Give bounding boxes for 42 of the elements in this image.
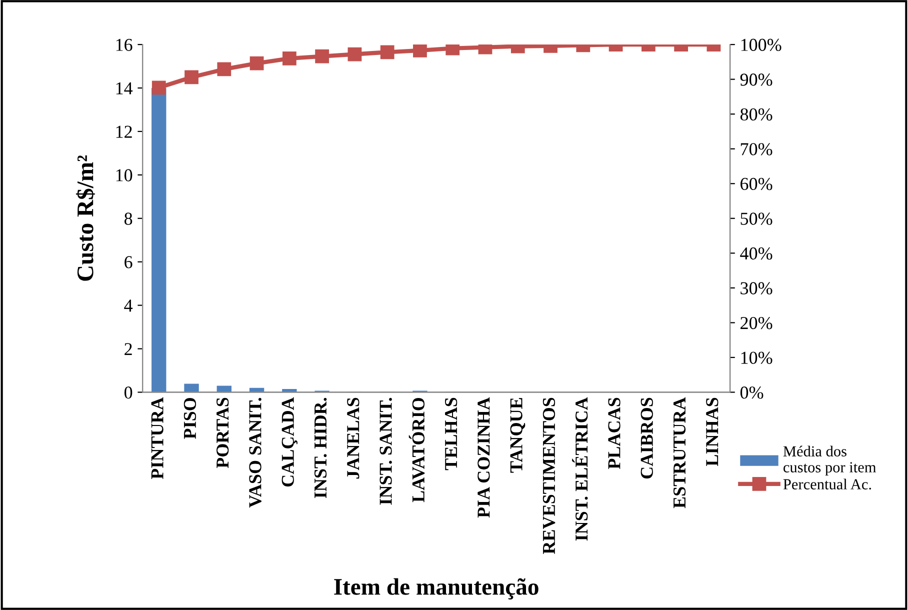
y-axis-title: Custo R$/m² (76, 155, 95, 281)
x-tick-label: PINTURA (151, 397, 164, 480)
x-tick-label: TELHAS (445, 398, 458, 470)
y-tick-label: 14 (116, 82, 133, 94)
x-tick-label: JANELAS (347, 398, 360, 479)
y-tick-label: 12 (116, 126, 132, 138)
x-tick-label: CAIBROS (640, 398, 653, 478)
x-tick-label: INST. SANIT. (380, 398, 392, 505)
y2-tick-label: 90% (740, 74, 772, 86)
y2-tick-label: 100% (741, 38, 782, 52)
y2-tick-label: 0% (740, 386, 764, 399)
x-tick-label: TANQUE (510, 398, 526, 473)
y-tick-label: 4 (124, 300, 133, 312)
x-tick-label: PORTAS (216, 398, 229, 468)
y2-tick-label: 10% (741, 352, 772, 364)
y-tick-label: 16 (116, 38, 132, 51)
y-tick-label: 6 (124, 256, 132, 268)
y2-tick-label: 70% (740, 143, 772, 156)
y2-tick-label: 80% (740, 108, 772, 121)
x-tick-label: PIA COZINHA (478, 397, 490, 518)
y2-tick-label: 40% (740, 247, 772, 260)
y-tick-label: 10 (116, 169, 132, 182)
y2-tick-label: 20% (740, 316, 772, 330)
y2-tick-label: 50% (740, 212, 772, 225)
x-tick-label: PISO (184, 398, 196, 439)
y-tick-label: 0 (124, 386, 132, 399)
x-tick-label: ESTRUTURA (673, 397, 686, 508)
x-tick-label: INST. ELÉTRICA (572, 397, 588, 541)
x-tick-label: REVESTIMENTOS (542, 398, 556, 554)
x-tick-label: LINHAS (706, 398, 718, 466)
x-tick-label: CALÇADA (282, 397, 298, 486)
x-tick-label: PLACAS (608, 398, 620, 470)
x-tick-label: LAVATÓRIO (408, 398, 425, 502)
x-tick-label: VASO SANIT. (249, 398, 262, 508)
legend-label: Percentual Ac. (783, 478, 872, 490)
y-tick-label: 2 (124, 343, 132, 356)
x-tick-label: INST. HIDR. (314, 398, 327, 498)
y2-tick-label: 60% (740, 178, 772, 190)
y-tick-label: 8 (124, 212, 132, 225)
legend-label: Média dos custos por item (783, 446, 876, 476)
y2-tick-label: 30% (740, 282, 772, 294)
x-axis-title: Item de manutenção (334, 578, 538, 600)
